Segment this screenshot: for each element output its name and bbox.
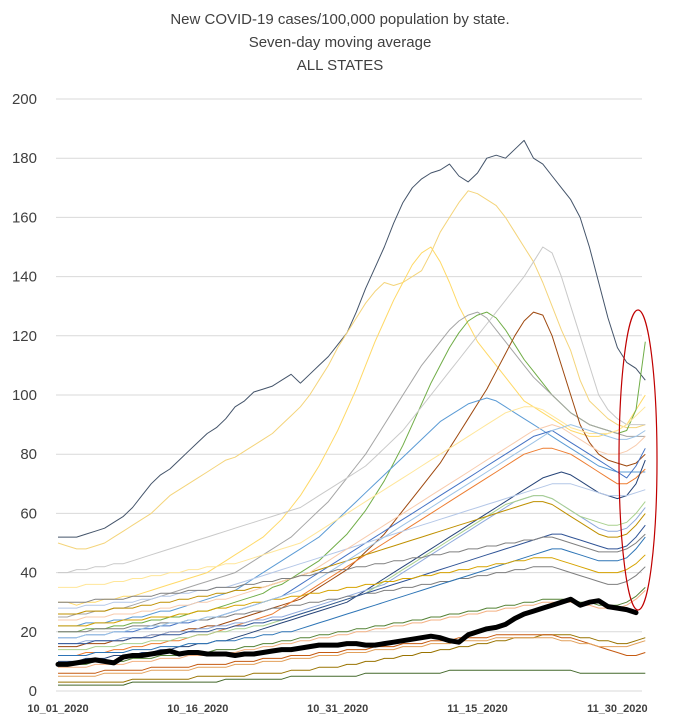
x-tick-label: 10_31_2020 [307, 703, 368, 715]
state-series-line [58, 447, 646, 656]
y-tick-label: 120 [12, 328, 37, 345]
chart-title-line-2: Seven-day moving average [249, 34, 432, 51]
state-series-line [58, 246, 646, 606]
state-series-line [58, 533, 646, 603]
y-tick-label: 100 [12, 387, 37, 404]
state-series-line [58, 587, 646, 665]
x-tick-label: 11_30_2020 [587, 703, 648, 715]
y-tick-label: 200 [12, 91, 37, 108]
state-series-line [58, 424, 646, 639]
state-series-line [58, 430, 646, 639]
x-axis-tick-labels: 10_01_2020 10_16_2020 10_31_2020 11_15_2020… [27, 703, 647, 715]
y-tick-label: 80 [20, 446, 37, 463]
y-tick-label: 20 [20, 624, 37, 641]
all-states-average-line [55, 596, 639, 667]
x-tick-label: 10_16_2020 [167, 703, 228, 715]
state-series-line [58, 554, 646, 627]
state-series-line [58, 669, 646, 686]
state-series-line [58, 424, 646, 621]
state-series-line [57, 190, 646, 550]
state-series-line [58, 483, 646, 609]
y-axis-tick-labels: 0 20 40 60 80 100 120 140 160 180 200 [12, 91, 37, 700]
state-series-line [58, 501, 646, 615]
state-series-line [58, 566, 646, 633]
average-line-layer [55, 596, 639, 667]
state-series-line [58, 590, 646, 668]
state-series-line [58, 524, 646, 645]
chart-title-line-1: New COVID-19 cases/100,000 population by… [170, 11, 509, 28]
state-series-line [58, 637, 646, 677]
y-tick-label: 0 [29, 683, 37, 700]
state-series-line [58, 246, 646, 574]
state-series-line [58, 634, 646, 674]
state-series-line [58, 139, 646, 538]
chart-title-line-3: ALL STATES [297, 57, 383, 74]
highlight-ellipse [618, 309, 658, 611]
x-tick-label: 11_15_2020 [447, 703, 508, 715]
gridlines [56, 98, 642, 692]
state-series-line [58, 536, 646, 656]
y-tick-label: 60 [20, 505, 37, 522]
state-series-line [58, 406, 646, 588]
y-tick-label: 140 [12, 269, 37, 286]
state-series-line [58, 311, 646, 633]
y-tick-label: 40 [20, 565, 37, 582]
y-tick-label: 160 [12, 209, 37, 226]
y-tick-label: 180 [12, 150, 37, 167]
x-tick-label: 10_01_2020 [27, 703, 88, 715]
series-lines [57, 139, 646, 686]
